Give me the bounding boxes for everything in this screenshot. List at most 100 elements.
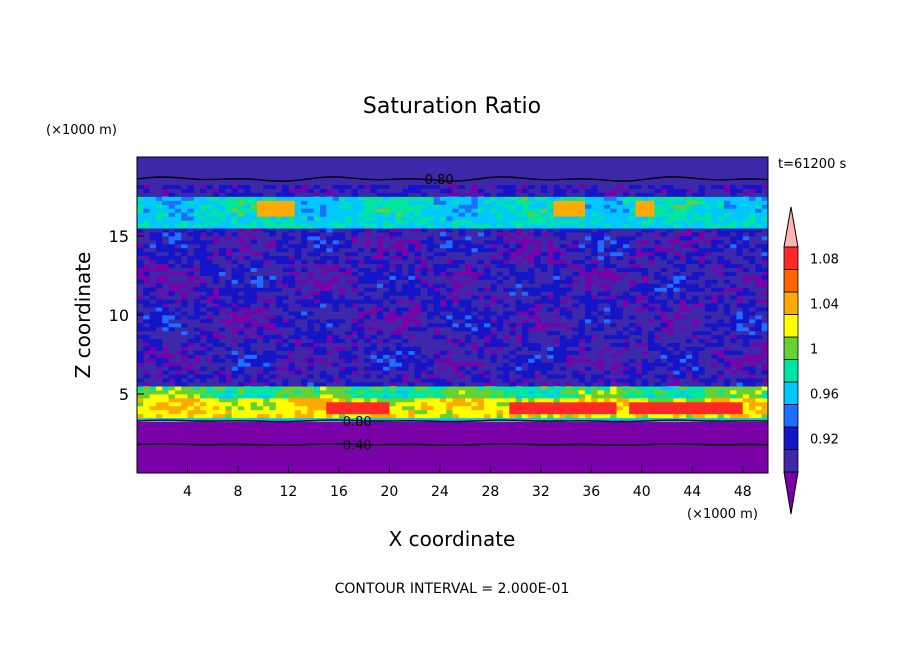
- field-cell: [351, 212, 359, 217]
- field-cell: [484, 307, 491, 312]
- field-cell: [143, 224, 151, 229]
- field-cell: [225, 188, 233, 193]
- field-cell: [616, 180, 624, 186]
- field-cell: [502, 413, 510, 419]
- field-cell: [484, 405, 491, 411]
- field-cell: [288, 346, 296, 351]
- field-cell: [206, 322, 214, 328]
- field-cell: [420, 311, 428, 316]
- field-cell: [168, 315, 176, 320]
- field-cell: [383, 350, 390, 355]
- field-cell: [641, 224, 649, 229]
- field-cell: [237, 188, 245, 193]
- field-cell: [389, 350, 397, 355]
- field-cell: [420, 283, 428, 288]
- field-cell: [597, 417, 605, 423]
- field-cell: [294, 208, 302, 213]
- field-cell: [515, 299, 523, 304]
- field-cell: [648, 401, 655, 407]
- field-cell: [326, 397, 334, 403]
- field-cell: [616, 394, 624, 399]
- field-cell: [509, 216, 516, 221]
- field-cell: [427, 409, 434, 415]
- field-cell: [521, 267, 529, 272]
- field-cell: [155, 386, 163, 391]
- field-cell: [616, 330, 624, 336]
- field-cell: [402, 279, 409, 284]
- field-cell: [420, 386, 428, 391]
- field-cell: [553, 164, 561, 170]
- field-cell: [237, 338, 245, 344]
- field-cell: [395, 192, 403, 197]
- field-cell: [370, 366, 378, 371]
- field-cell: [383, 390, 390, 395]
- field-cell: [364, 382, 371, 387]
- field-cell: [256, 239, 264, 245]
- field-cell: [597, 311, 605, 316]
- field-cell: [641, 283, 649, 288]
- field-cell: [351, 307, 359, 312]
- field-cell: [395, 397, 403, 403]
- field-cell: [351, 251, 359, 257]
- field-cell: [446, 330, 453, 336]
- field-cell: [395, 322, 403, 328]
- field-cell: [540, 417, 548, 423]
- field-cell: [282, 338, 289, 344]
- field-cell: [263, 386, 270, 391]
- field-cell: [301, 216, 308, 221]
- field-cell: [326, 204, 334, 209]
- field-cell: [559, 401, 567, 407]
- field-cell: [528, 401, 535, 407]
- field-cell: [193, 239, 201, 245]
- field-cell: [187, 307, 195, 312]
- field-cell: [364, 330, 371, 336]
- field-cell: [559, 338, 567, 344]
- field-cell: [345, 326, 352, 332]
- field-cell: [648, 295, 655, 300]
- field-cell: [237, 397, 245, 403]
- field-cell: [566, 378, 573, 383]
- field-cell: [389, 417, 397, 423]
- field-cell: [250, 354, 258, 359]
- field-cell: [465, 180, 472, 186]
- field-cell: [414, 299, 422, 304]
- field-cell: [603, 200, 611, 205]
- field-cell: [427, 330, 434, 336]
- field-cell: [408, 291, 416, 296]
- field-cell: [376, 354, 384, 359]
- field-cell: [193, 374, 201, 379]
- field-cell: [528, 164, 535, 170]
- field-cell: [635, 386, 643, 391]
- field-cell: [420, 413, 428, 419]
- field-cell: [408, 224, 416, 229]
- field-cell: [181, 259, 188, 265]
- field-cell: [319, 228, 327, 233]
- field-cell: [219, 188, 226, 193]
- field-cell: [477, 326, 485, 332]
- field-cell: [319, 291, 327, 296]
- field-cell: [181, 405, 188, 411]
- field-cell: [288, 259, 296, 265]
- field-cell: [496, 180, 504, 186]
- field-cell: [540, 283, 548, 288]
- field-cell: [408, 283, 416, 288]
- field-cell: [383, 303, 390, 308]
- field-cell: [200, 247, 207, 253]
- field-cell: [351, 382, 359, 387]
- field-cell: [547, 318, 554, 324]
- field-cell: [585, 386, 592, 391]
- field-cell: [547, 334, 554, 340]
- field-cell: [269, 318, 277, 324]
- field-cell: [395, 307, 403, 312]
- field-cell: [155, 307, 163, 312]
- field-cell: [162, 413, 169, 419]
- field-cell: [263, 358, 270, 363]
- field-cell: [458, 168, 466, 174]
- field-cell: [193, 216, 201, 221]
- field-cell: [515, 243, 523, 249]
- field-cell: [446, 200, 453, 205]
- field-cell: [149, 204, 157, 209]
- field-cell: [181, 326, 188, 332]
- field-cell: [477, 247, 485, 253]
- field-cell: [534, 342, 542, 347]
